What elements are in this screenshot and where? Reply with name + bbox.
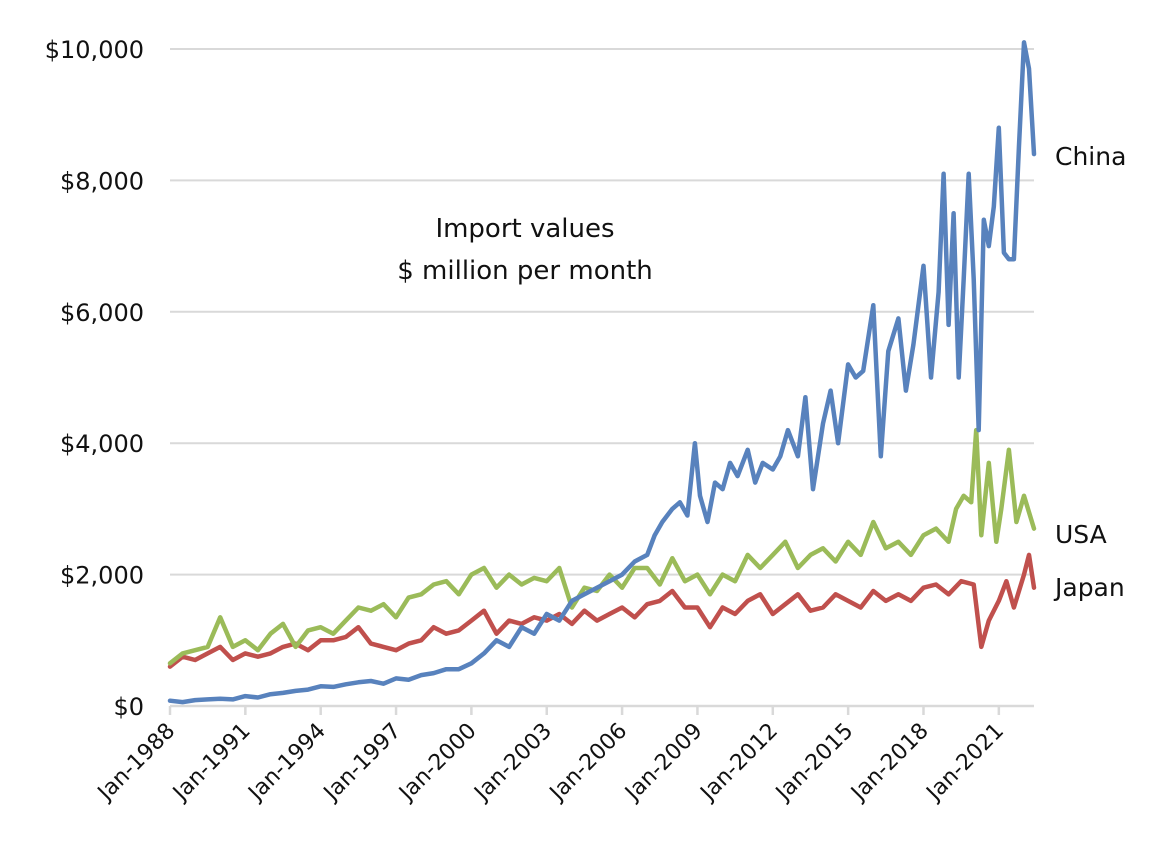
series-label-china: China bbox=[1055, 142, 1126, 171]
chart-annotation-line-2: $ million per month bbox=[397, 256, 653, 286]
gridlines bbox=[170, 48, 1034, 576]
series-line-usa bbox=[167, 427, 1037, 666]
y-tick-label: $8,000 bbox=[60, 167, 144, 195]
chart-annotation-line-1: Import values bbox=[435, 214, 614, 244]
x-axis bbox=[168, 704, 1034, 715]
y-tick-label: $10,000 bbox=[45, 36, 144, 64]
series-lines bbox=[167, 40, 1037, 705]
x-tick-label: Jan-1994 bbox=[243, 719, 331, 807]
series-label-usa: USA bbox=[1055, 520, 1107, 549]
x-tick-label: Jan-2003 bbox=[469, 719, 557, 807]
x-tick-label: Jan-2021 bbox=[921, 719, 1009, 807]
x-tick-label: Jan-2000 bbox=[393, 719, 481, 807]
series-line-japan bbox=[167, 552, 1037, 669]
series-line-china bbox=[167, 40, 1037, 705]
y-tick-label: $2,000 bbox=[60, 562, 144, 590]
y-tick-label: $4,000 bbox=[60, 430, 144, 458]
x-tick-label: Jan-2018 bbox=[845, 719, 933, 807]
y-tick-label: $0 bbox=[113, 693, 144, 721]
y-tick-label: $6,000 bbox=[60, 299, 144, 327]
series-label-japan: Japan bbox=[1053, 573, 1125, 602]
x-tick-label: Jan-2012 bbox=[695, 719, 783, 807]
series-direct-labels: China USA Japan bbox=[1053, 142, 1126, 602]
x-tick-label: Jan-1997 bbox=[318, 719, 406, 807]
x-axis-tick-labels: Jan-1988Jan-1991Jan-1994Jan-1997Jan-2000… bbox=[92, 719, 1009, 807]
x-tick-label: Jan-2015 bbox=[770, 719, 858, 807]
x-tick-label: Jan-1991 bbox=[167, 719, 255, 807]
x-tick-label: Jan-2009 bbox=[619, 719, 707, 807]
x-tick-label: Jan-1988 bbox=[92, 719, 180, 807]
x-tick-label: Jan-2006 bbox=[544, 719, 632, 807]
y-axis-tick-labels: $0 $2,000 $4,000 $6,000 $8,000 $10,000 bbox=[45, 36, 144, 721]
